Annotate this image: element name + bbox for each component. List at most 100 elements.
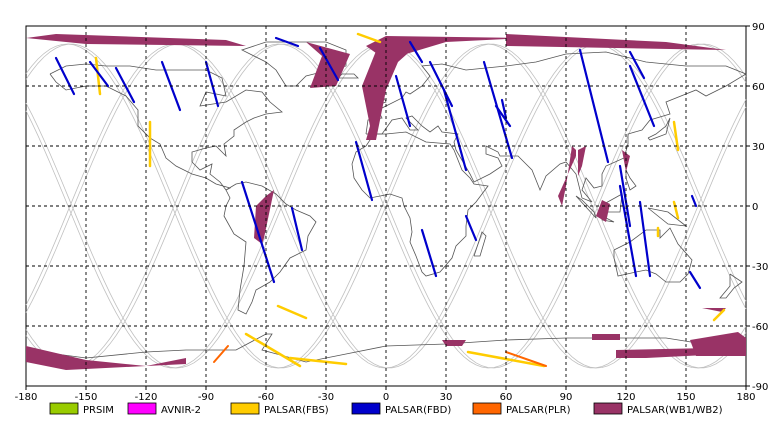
legend-swatch bbox=[593, 402, 623, 415]
fbd-swath[interactable] bbox=[638, 200, 652, 278]
fbs-swath[interactable] bbox=[94, 56, 102, 96]
x-tick-label: 30 bbox=[440, 392, 453, 403]
fbd-swath[interactable] bbox=[442, 88, 468, 172]
x-tick-label: 120 bbox=[616, 392, 635, 403]
acquisition-swaths bbox=[26, 32, 746, 370]
fbd-swath[interactable] bbox=[420, 228, 438, 278]
legend-swatch bbox=[472, 402, 502, 415]
y-tick-label: -30 bbox=[752, 262, 768, 273]
y-tick-label: -60 bbox=[752, 322, 768, 333]
coastline-outline bbox=[25, 333, 747, 363]
fbd-swath[interactable] bbox=[618, 164, 632, 228]
wb-swath[interactable] bbox=[558, 146, 576, 206]
fbd-swath[interactable] bbox=[204, 60, 220, 108]
coastline-outline bbox=[223, 181, 317, 315]
fbd-swath[interactable] bbox=[428, 60, 454, 108]
fbd-swath[interactable] bbox=[274, 36, 300, 48]
fbd-swath[interactable] bbox=[688, 270, 702, 290]
wb-swath[interactable] bbox=[578, 146, 586, 176]
fbd-swath[interactable] bbox=[88, 60, 110, 88]
coastlines bbox=[25, 41, 747, 363]
x-tick-label: -60 bbox=[258, 392, 274, 403]
plr-swath[interactable] bbox=[213, 345, 229, 363]
x-tick-label: -90 bbox=[198, 392, 214, 403]
wb-swath[interactable] bbox=[596, 200, 610, 222]
fbd-swath[interactable] bbox=[464, 214, 478, 242]
fbs-swath[interactable] bbox=[356, 32, 382, 44]
fbd-swath[interactable] bbox=[318, 46, 340, 82]
wb-swath[interactable] bbox=[26, 346, 186, 370]
coastline-outline bbox=[575, 195, 597, 219]
plr-swath[interactable] bbox=[505, 351, 547, 367]
fbd-swath[interactable] bbox=[394, 74, 412, 128]
fbs-swath[interactable] bbox=[712, 308, 726, 322]
coastline-outline bbox=[473, 231, 487, 257]
fbd-swath[interactable] bbox=[114, 66, 136, 104]
wb-swath[interactable] bbox=[26, 34, 246, 46]
fbd-swath[interactable] bbox=[54, 56, 76, 96]
x-tick-label: 90 bbox=[560, 392, 573, 403]
fbd-swath[interactable] bbox=[618, 184, 638, 278]
fbd-swath[interactable] bbox=[290, 206, 304, 252]
coastline-outline bbox=[719, 273, 743, 299]
legend-item: PALSAR(FBS) bbox=[230, 402, 329, 416]
legend-item: PALSAR(FBD) bbox=[351, 402, 451, 416]
orbit-track-line bbox=[25, 43, 747, 369]
y-tick-label: 90 bbox=[752, 22, 765, 33]
fbs-swath[interactable] bbox=[288, 356, 348, 366]
legend-swatch bbox=[49, 402, 79, 415]
longitude-ticks: -180 -150 -120 -90 -60 -30 0 30 60 90 120 150 180 bbox=[15, 386, 756, 403]
legend-swatch bbox=[230, 402, 260, 415]
legend-item: PALSAR(WB1/WB2) bbox=[593, 402, 723, 416]
legend-label: AVNIR-2 bbox=[161, 405, 201, 416]
fbd-swath[interactable] bbox=[494, 104, 512, 128]
coastline-outline bbox=[613, 227, 693, 283]
coastline-outline bbox=[365, 51, 747, 203]
legend-label: PRSIM bbox=[83, 405, 114, 416]
fbd-swath[interactable] bbox=[354, 140, 374, 202]
wb-swath[interactable] bbox=[362, 46, 416, 140]
x-tick-label: -150 bbox=[75, 392, 98, 403]
x-tick-label: 60 bbox=[500, 392, 513, 403]
fbd-swath[interactable] bbox=[628, 64, 656, 128]
fbd-swath[interactable] bbox=[500, 98, 508, 120]
coastline-outline bbox=[351, 131, 489, 277]
legend-swatch bbox=[127, 402, 157, 415]
fbd-swath[interactable] bbox=[578, 48, 610, 164]
fbd-swath[interactable] bbox=[240, 180, 276, 284]
wb-swath[interactable] bbox=[690, 332, 746, 356]
fbs-swath[interactable] bbox=[672, 120, 680, 152]
y-tick-label: -90 bbox=[752, 382, 768, 393]
wb-swath[interactable] bbox=[442, 340, 466, 346]
legend-label: PALSAR(WB1/WB2) bbox=[627, 405, 723, 416]
fbs-swath[interactable] bbox=[244, 332, 302, 368]
wb-swath[interactable] bbox=[506, 34, 726, 50]
wb-swath[interactable] bbox=[702, 308, 726, 312]
legend-swatch bbox=[351, 402, 381, 415]
fbd-swath[interactable] bbox=[628, 50, 646, 80]
legend: PRSIM AVNIR-2 PALSAR(FBS) PALSAR(FBD) PALSAR… bbox=[49, 402, 723, 416]
legend-label: PALSAR(FBS) bbox=[264, 405, 329, 416]
coastline-outline bbox=[240, 41, 347, 87]
fbs-swath[interactable] bbox=[276, 304, 308, 320]
legend-item: PALSAR(PLR) bbox=[472, 402, 571, 416]
wb-swath[interactable] bbox=[306, 42, 350, 88]
coastline-outline bbox=[49, 63, 283, 191]
latitude-ticks: 90 60 30 0 -30 -60 -90 bbox=[746, 22, 768, 393]
wb-swath[interactable] bbox=[592, 334, 620, 340]
wb-swath[interactable] bbox=[254, 190, 274, 244]
x-tick-label: 0 bbox=[383, 392, 389, 403]
legend-label: PALSAR(FBD) bbox=[385, 405, 451, 416]
y-tick-label: 30 bbox=[752, 142, 765, 153]
y-tick-label: 0 bbox=[752, 202, 758, 213]
fbs-swath[interactable] bbox=[672, 200, 680, 220]
fbd-swath[interactable] bbox=[690, 194, 698, 208]
x-tick-label: -30 bbox=[318, 392, 334, 403]
legend-item: AVNIR-2 bbox=[127, 402, 201, 416]
x-tick-label: -120 bbox=[135, 392, 158, 403]
legend-item: PRSIM bbox=[49, 402, 114, 416]
fbd-swath[interactable] bbox=[408, 40, 424, 64]
x-tick-label: 150 bbox=[676, 392, 695, 403]
